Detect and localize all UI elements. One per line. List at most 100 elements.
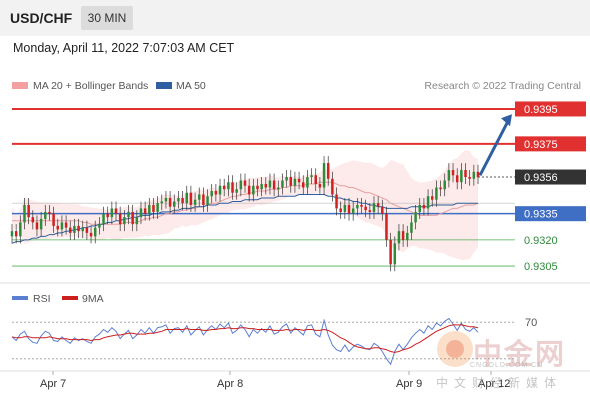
candle-body [281, 180, 284, 188]
candle-body [472, 171, 476, 179]
bollinger-band [12, 150, 478, 260]
candle-body [239, 180, 243, 190]
x-tick-label: Apr 9 [396, 378, 422, 390]
candle-body [252, 185, 255, 195]
candle-body [256, 185, 259, 190]
candle-body [114, 208, 118, 214]
candle-body [173, 201, 176, 207]
legend-label-rsi: RSI [33, 293, 51, 305]
candle-body [297, 178, 301, 183]
candle-body [56, 225, 60, 230]
legend-swatch-ma50 [156, 82, 172, 89]
candle-body [181, 197, 184, 204]
candle-body [89, 232, 93, 237]
candle-body [189, 192, 193, 205]
candle-body [93, 227, 97, 237]
pivot-label-0-9335: 0.9335 [524, 209, 558, 221]
watermark-brand: 中金网 [473, 339, 567, 371]
candle-body [202, 194, 205, 205]
legend-swatch-rsi [12, 296, 28, 300]
rsi-line [11, 317, 479, 366]
ma50-line [11, 194, 478, 244]
candle-body [31, 217, 35, 223]
candle-body [318, 184, 322, 188]
candle-body [10, 231, 14, 237]
candle-body [148, 204, 151, 214]
candle-body [69, 227, 72, 233]
candle-body [85, 227, 89, 233]
x-tick-label: Apr 7 [40, 378, 66, 390]
watermark-logo-inner [446, 340, 464, 358]
legend-label-ma50: MA 50 [176, 80, 206, 92]
candle-body [102, 213, 105, 225]
candle-body [168, 197, 172, 207]
candle-body [268, 180, 272, 188]
rsi-tick-70: 70 [525, 317, 537, 329]
header-bar: USD/CHF 30 MIN [0, 0, 590, 36]
candle-body [335, 194, 338, 209]
instrument-title: USD/CHF [10, 10, 73, 26]
candle-body [339, 208, 342, 212]
candle-body [35, 222, 39, 230]
candle-body [376, 203, 380, 207]
watermark-tagline: 中文财经新媒体 [436, 376, 563, 390]
candle-body [235, 189, 238, 193]
candle-body [360, 204, 363, 207]
candle-body [210, 190, 213, 197]
candle-body [385, 213, 388, 240]
candle-body [351, 208, 355, 214]
candle-body [414, 211, 417, 223]
candle-body [356, 204, 359, 209]
x-tick-label: Apr 8 [217, 378, 243, 390]
candle-body [322, 163, 326, 188]
candle-body [293, 178, 297, 186]
candle-body [264, 184, 268, 188]
timeframe-button[interactable]: 30 MIN [81, 6, 133, 30]
candle-body [193, 199, 197, 205]
candle-body [422, 204, 426, 209]
candle-body [214, 190, 218, 195]
candle-body [152, 204, 155, 212]
candle-body [52, 213, 55, 226]
rsi-9ma-line [11, 324, 479, 353]
candle-body [139, 208, 143, 218]
current-price-tag [515, 169, 586, 185]
candle-body [135, 217, 139, 225]
legend-swatch-9ma [62, 296, 78, 300]
candle-body [73, 225, 76, 233]
candle-body [285, 177, 288, 181]
watermark-logo-icon [437, 331, 473, 367]
candle-body [247, 185, 251, 195]
candle-body [64, 222, 68, 228]
candle-body [185, 192, 188, 204]
candle-body [23, 204, 26, 223]
current-price-label: 0.9356 [524, 172, 558, 184]
report-datetime: Monday, April 11, 2022 7:07:03 AM CET [13, 41, 235, 55]
candle-body [131, 211, 134, 225]
candle-body [110, 208, 114, 218]
candle-body [331, 178, 334, 195]
candle-body [347, 204, 351, 214]
candle-body [401, 231, 405, 240]
candle-body [426, 196, 430, 209]
candle-body [156, 203, 159, 212]
legend-label-9ma: 9MA [82, 293, 104, 305]
candle-body [60, 222, 64, 230]
candle-body [48, 211, 51, 214]
candle-body [460, 170, 463, 183]
candle-body [435, 187, 438, 200]
candle-body [406, 232, 409, 240]
support-label-0-9305: 0.9305 [524, 261, 558, 273]
candle-body [430, 196, 434, 200]
candle-body [302, 182, 305, 188]
candle-body [39, 218, 43, 230]
pivot-tag-0-9335 [515, 206, 586, 222]
candle-body [118, 213, 122, 225]
candle-body [27, 204, 30, 218]
candle-body [368, 210, 372, 212]
candle-body [123, 217, 126, 225]
candle-body [81, 227, 84, 232]
resistance-label-0-9395: 0.9395 [524, 104, 558, 116]
candle-body [222, 185, 226, 190]
